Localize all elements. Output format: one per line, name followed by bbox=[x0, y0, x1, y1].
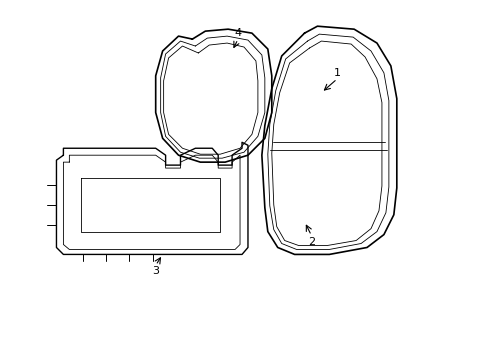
Text: 1: 1 bbox=[333, 68, 340, 78]
Text: 2: 2 bbox=[307, 237, 314, 247]
Text: 3: 3 bbox=[152, 266, 159, 276]
Text: 4: 4 bbox=[234, 28, 241, 38]
